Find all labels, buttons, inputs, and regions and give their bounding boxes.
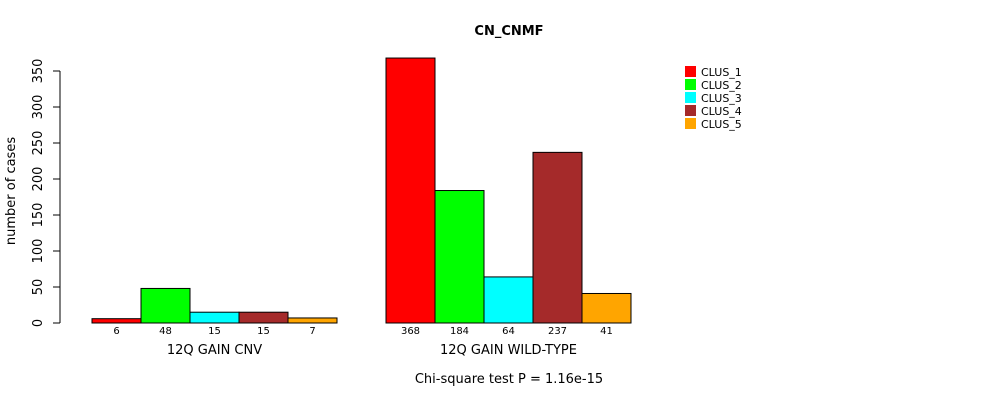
legend-label: CLUS_4 xyxy=(701,105,742,118)
bar-value-label: 41 xyxy=(600,326,613,337)
y-tick-label: 150 xyxy=(31,203,46,228)
chi-square-footnote: Chi-square test P = 1.16e-15 xyxy=(415,372,603,387)
bar-value-label: 15 xyxy=(257,326,270,337)
bar-clus-2-group-1 xyxy=(140,287,191,324)
bar-value-label: 15 xyxy=(208,326,221,337)
bar-clus-1-group-2 xyxy=(385,57,436,324)
bar-clus-3-group-1 xyxy=(189,311,240,324)
x-group-label: 12Q GAIN WILD-TYPE xyxy=(440,343,577,358)
bar-clus-4-group-1 xyxy=(238,311,289,324)
legend-label: CLUS_1 xyxy=(701,66,742,79)
bar-clus-3-group-2 xyxy=(483,276,534,324)
legend-swatch xyxy=(685,105,696,116)
legend-swatch xyxy=(685,79,696,90)
bar-clus-1-group-1 xyxy=(91,318,142,324)
y-tick-label: 0 xyxy=(31,319,46,327)
y-tick-label: 300 xyxy=(31,95,46,120)
bar-value-label: 237 xyxy=(548,326,567,337)
group-labels: 12Q GAIN CNV 12Q GAIN WILD-TYPE xyxy=(167,343,577,358)
legend-swatch xyxy=(685,66,696,77)
bar-clus-5-group-2 xyxy=(581,292,632,324)
y-axis: 0 50 100 150 200 250 300 350 xyxy=(31,59,61,327)
legend-label: CLUS_3 xyxy=(701,92,742,105)
legend-label: CLUS_2 xyxy=(701,79,742,92)
bar-value-label: 184 xyxy=(450,326,469,337)
bar-value-label: 368 xyxy=(401,326,420,337)
y-axis-label: number of cases xyxy=(4,137,19,245)
bar-clus-2-group-2 xyxy=(434,190,485,324)
x-group-label: 12Q GAIN CNV xyxy=(167,343,262,358)
y-tick-label: 100 xyxy=(31,239,46,264)
bar-value-label: 7 xyxy=(309,326,315,337)
legend-swatch xyxy=(685,92,696,103)
bar-clus-4-group-2 xyxy=(532,151,583,324)
bar-value-label: 48 xyxy=(159,326,172,337)
chart-title: CN_CNMF xyxy=(474,24,543,39)
bar-value-label: 6 xyxy=(113,326,119,337)
y-tick-label: 50 xyxy=(31,279,46,296)
y-tick-label: 250 xyxy=(31,131,46,156)
legend-swatch xyxy=(685,118,696,129)
y-tick-label: 200 xyxy=(31,167,46,192)
bars-layer: 6 48 15 15 7 368 184 64 237 41 xyxy=(91,57,632,337)
y-tick-label: 350 xyxy=(31,59,46,84)
legend-label: CLUS_5 xyxy=(701,118,742,131)
bar-clus-5-group-1 xyxy=(287,317,338,324)
bar-value-label: 64 xyxy=(502,326,515,337)
